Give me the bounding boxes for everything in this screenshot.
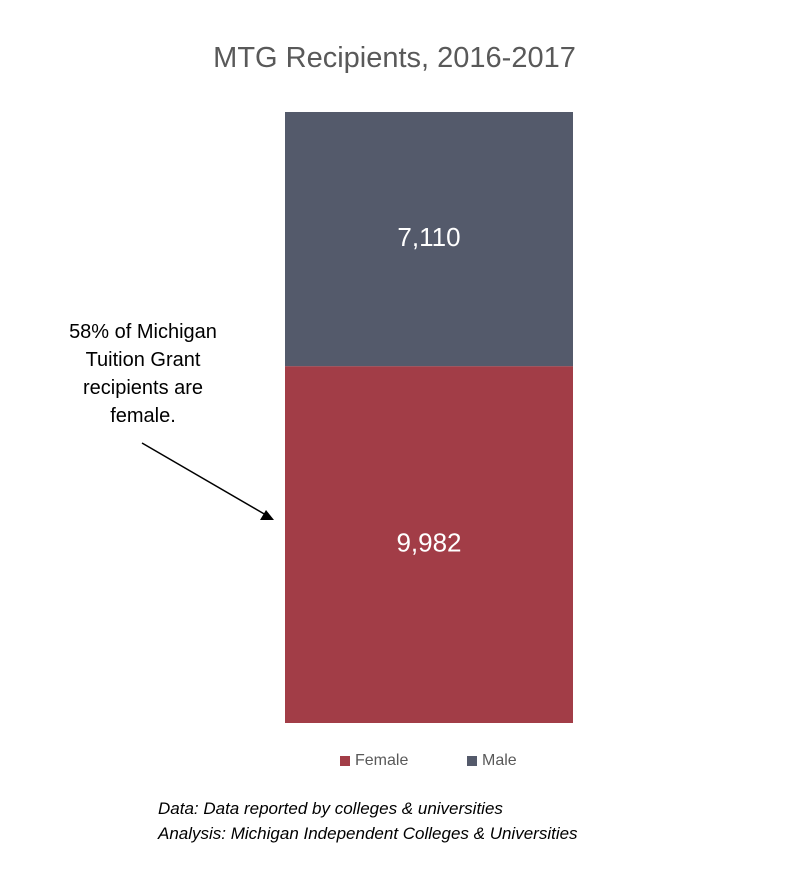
bar-segment-female [285,366,573,723]
legend: Female Male [0,752,789,774]
legend-swatch-male [467,756,477,766]
data-label-group: 9,982 7,110 [396,222,461,557]
annotation-arrow [141,442,274,520]
data-label-female: 9,982 [396,527,461,557]
legend-label-male: Male [482,752,517,769]
legend-item-male: Male [467,752,517,770]
footnote-analysis: Analysis: Michigan Independent Colleges … [158,824,578,843]
annotation-text: 58% of Michigan Tuition Grant recipients… [69,321,217,427]
footnote: Data: Data reported by colleges & univer… [158,796,578,846]
legend-item-female: Female [340,752,408,770]
bar-segment-male [285,112,573,367]
bar-group [285,112,573,723]
data-label-male: 7,110 [397,222,460,252]
chart-title: MTG Recipients, 2016-2017 [213,42,576,74]
legend-swatch-female [340,756,350,766]
legend-label-female: Female [355,752,409,769]
footnote-data-source: Data: Data reported by colleges & univer… [158,799,503,818]
